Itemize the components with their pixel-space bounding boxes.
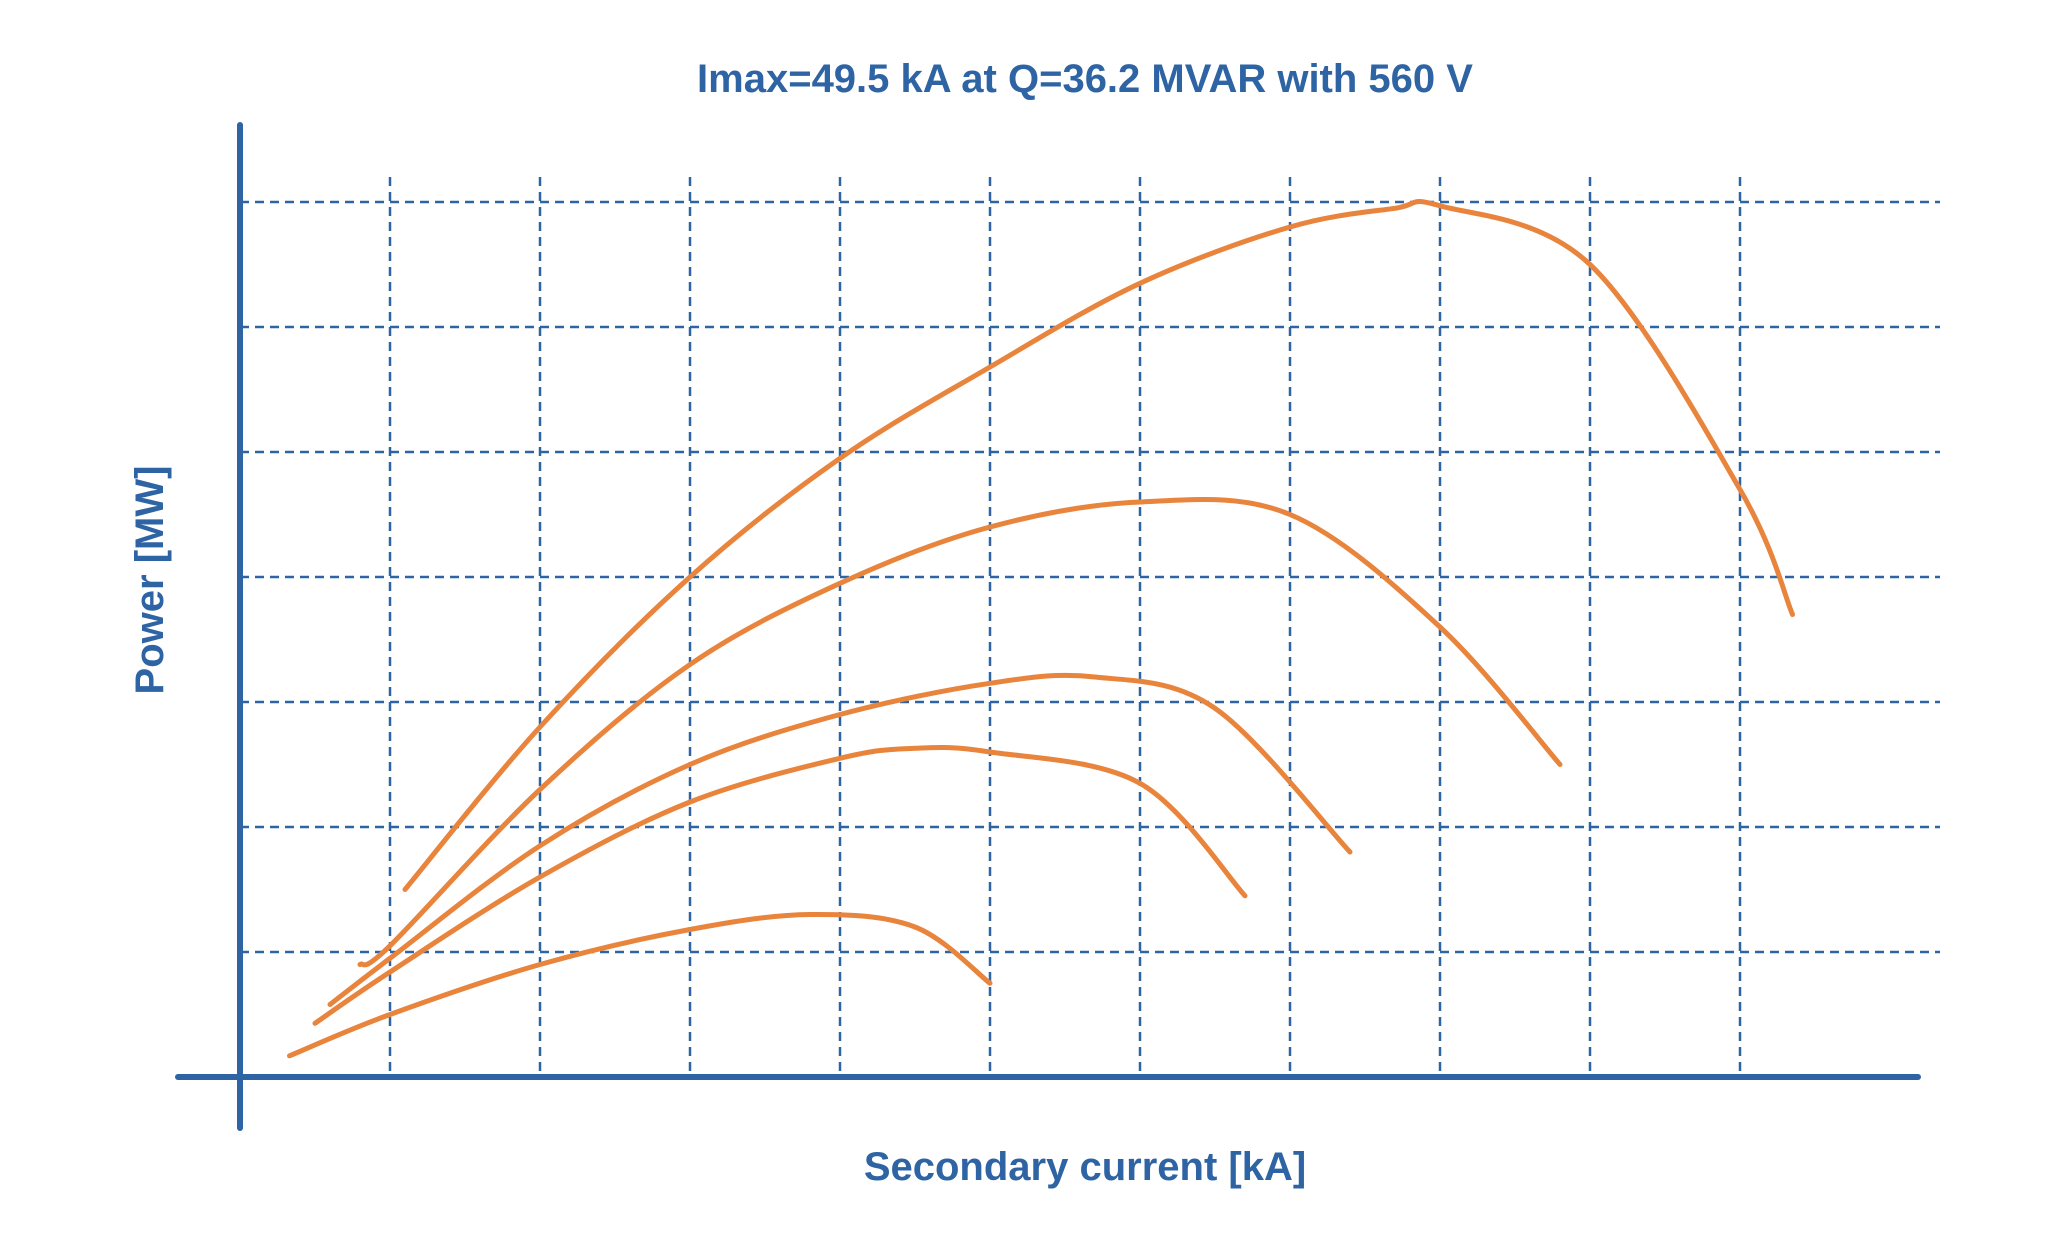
y-axis-label: Power [MW] [128, 466, 172, 695]
series-line-1 [287, 911, 993, 1059]
series-group [287, 198, 1795, 1059]
x-axis-label: Secondary current [kA] [864, 1145, 1306, 1189]
series-line-4 [357, 497, 1563, 968]
grid [240, 177, 1940, 1077]
series-line-3 [327, 672, 1353, 1007]
chart-title: Imax=49.5 kA at Q=36.2 MVAR with 560 V [697, 57, 1473, 101]
axes [175, 122, 1921, 1131]
series-line-2 [312, 744, 1248, 1026]
series-line-5 [402, 198, 1795, 892]
